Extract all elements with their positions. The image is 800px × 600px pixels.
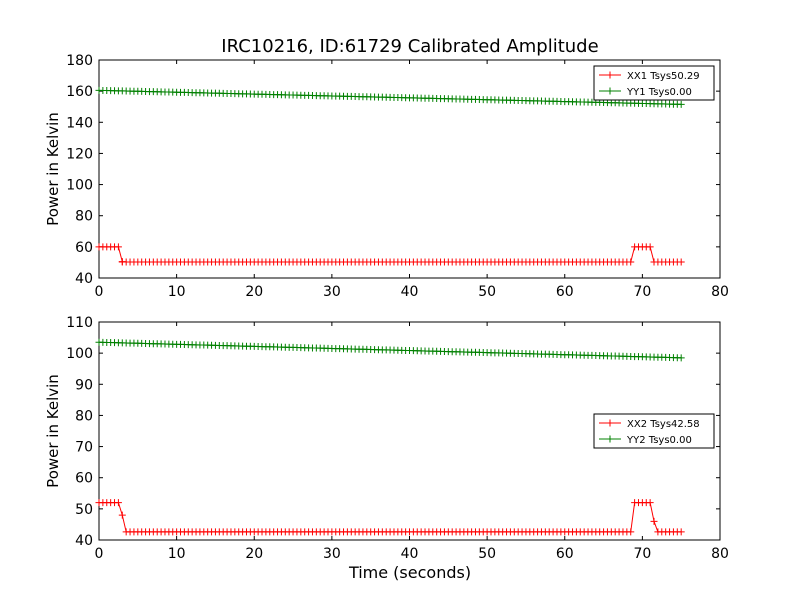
data-point-marker <box>114 499 122 507</box>
legend-box <box>593 65 715 101</box>
y-tick-label: 80 <box>75 408 93 424</box>
y-axis-label: Power in Kelvin <box>44 112 62 226</box>
data-point-marker <box>650 517 658 525</box>
x-tick-label: 10 <box>168 284 186 300</box>
x-tick-label: 60 <box>556 284 574 300</box>
legend: XX2 Tsys42.58 YY2 Tsys0.00 <box>593 413 715 449</box>
x-tick-label: 40 <box>401 284 419 300</box>
x-tick-label: 80 <box>711 546 729 562</box>
series-markers <box>95 338 685 362</box>
y-tick-label: 40 <box>75 533 93 549</box>
data-point-marker <box>646 499 654 507</box>
x-tick-label: 50 <box>478 284 496 300</box>
y-tick-label: 140 <box>66 115 93 131</box>
data-point-marker <box>677 258 685 266</box>
data-point-marker <box>627 258 635 266</box>
legend-label: XX2 Tsys42.58 <box>627 419 700 430</box>
data-point-marker <box>627 528 635 536</box>
y-tick-label: 160 <box>66 84 93 100</box>
y-tick-label: 80 <box>75 209 93 225</box>
legend-label: XX1 Tsys50.29 <box>627 71 700 82</box>
data-point-marker <box>677 354 685 362</box>
y-tick-label: 90 <box>75 377 93 393</box>
y-tick-label: 60 <box>75 471 93 487</box>
series-markers <box>95 499 685 536</box>
x-tick-label: 30 <box>323 284 341 300</box>
y-tick-label: 50 <box>75 502 93 518</box>
data-point-marker <box>646 243 654 251</box>
data-point-marker <box>114 243 122 251</box>
data-point-marker <box>677 528 685 536</box>
x-tick-label: 30 <box>323 546 341 562</box>
legend-box <box>593 413 715 449</box>
x-tick-label: 20 <box>245 546 263 562</box>
y-tick-label: 70 <box>75 440 93 456</box>
legend-marker <box>606 419 614 427</box>
x-tick-label: 40 <box>401 546 419 562</box>
x-tick-label: 70 <box>633 546 651 562</box>
y-tick-label: 110 <box>66 315 93 331</box>
x-axis-label: Time (seconds) <box>348 563 471 582</box>
y-tick-label: 40 <box>75 271 93 287</box>
y-tick-label: 120 <box>66 146 93 162</box>
bottom-plot: 40 50 60 70 80 90 100 110 0 10 20 30 40 50 60 70 80 Power… <box>44 315 729 562</box>
top-plot: 40 60 80 100 120 140 160 180 0 10 20 30 40 50 60 70 80 Po… <box>44 53 729 300</box>
figure-title: IRC10216, ID:61729 Calibrated Amplitude <box>221 36 598 57</box>
x-tick-label: 50 <box>478 546 496 562</box>
legend-marker <box>606 435 614 443</box>
series-markers <box>95 243 685 266</box>
x-tick-label: 10 <box>168 546 186 562</box>
x-tick-label: 70 <box>633 284 651 300</box>
legend: XX1 Tsys50.29 YY1 Tsys0.00 <box>593 65 715 101</box>
data-point-marker <box>677 100 685 108</box>
x-tick-label: 80 <box>711 284 729 300</box>
y-tick-label: 180 <box>66 53 93 69</box>
series-markers <box>95 86 685 108</box>
x-tick-label: 60 <box>556 546 574 562</box>
y-tick-label: 100 <box>66 346 93 362</box>
data-point-marker <box>118 511 126 519</box>
y-tick-label: 60 <box>75 240 93 256</box>
y-axis-label: Power in Kelvin <box>44 374 62 488</box>
x-tick-label: 0 <box>95 284 104 300</box>
y-tick-label: 100 <box>66 178 93 194</box>
x-tick-label: 20 <box>245 284 263 300</box>
x-tick-label: 0 <box>95 546 104 562</box>
legend-marker <box>606 87 614 95</box>
legend-label: YY2 Tsys0.00 <box>626 435 692 446</box>
legend-label: YY1 Tsys0.00 <box>626 87 692 98</box>
legend-marker <box>606 71 614 79</box>
